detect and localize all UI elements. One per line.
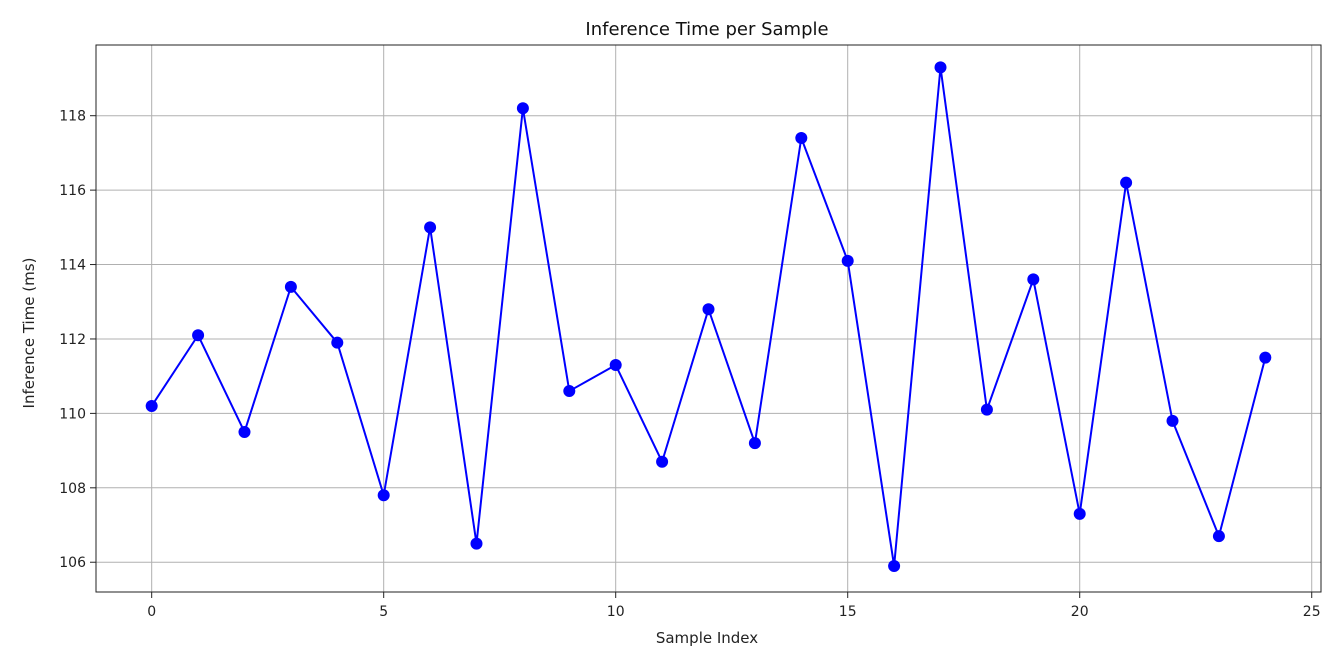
y-tick-label: 108 <box>59 481 86 497</box>
data-point <box>1027 273 1040 286</box>
y-tick-label: 110 <box>59 406 86 422</box>
data-point <box>192 329 205 342</box>
x-tick-label: 25 <box>1303 604 1321 620</box>
data-point <box>238 425 251 438</box>
data-point <box>145 399 158 412</box>
x-tick-label: 15 <box>839 604 857 620</box>
data-point <box>1166 414 1179 427</box>
x-tick-label: 20 <box>1071 604 1089 620</box>
data-point <box>424 221 437 234</box>
plot-frame <box>95 44 1322 593</box>
data-point <box>609 359 622 372</box>
series-line <box>150 66 1267 567</box>
x-tick-label: 5 <box>379 604 388 620</box>
data-point <box>1120 176 1133 189</box>
chart-title: Inference Time per Sample <box>585 19 828 40</box>
y-axis-label: Inference Time (ms) <box>20 258 38 409</box>
data-point <box>656 455 669 468</box>
data-point <box>470 537 483 550</box>
x-tick-label: 0 <box>147 604 156 620</box>
x-axis-label: Sample Index <box>656 629 758 647</box>
grid-layer <box>96 45 1321 592</box>
data-point <box>702 303 715 316</box>
y-tick-label: 112 <box>59 332 86 348</box>
y-tick-label: 106 <box>59 555 86 571</box>
data-point <box>331 336 344 349</box>
data-point <box>1073 507 1086 520</box>
data-point <box>841 254 854 267</box>
data-point <box>795 132 808 145</box>
x-tick-label: 10 <box>607 604 625 620</box>
data-point <box>980 403 993 416</box>
data-point <box>888 559 901 572</box>
data-point <box>934 61 947 74</box>
data-point <box>516 102 529 115</box>
axes-layer: 0 5 10 15 20 25 106 108 110 112 114 116 118 <box>59 44 1322 620</box>
data-point <box>1212 530 1225 543</box>
data-point <box>563 385 576 398</box>
series-layer <box>145 61 1272 572</box>
data-point <box>284 280 297 293</box>
data-point <box>1259 351 1272 364</box>
y-tick-label: 116 <box>59 183 86 199</box>
y-tick-label: 114 <box>59 258 86 274</box>
data-point <box>748 437 761 450</box>
y-tick-label: 118 <box>59 109 86 125</box>
data-point <box>377 489 390 502</box>
